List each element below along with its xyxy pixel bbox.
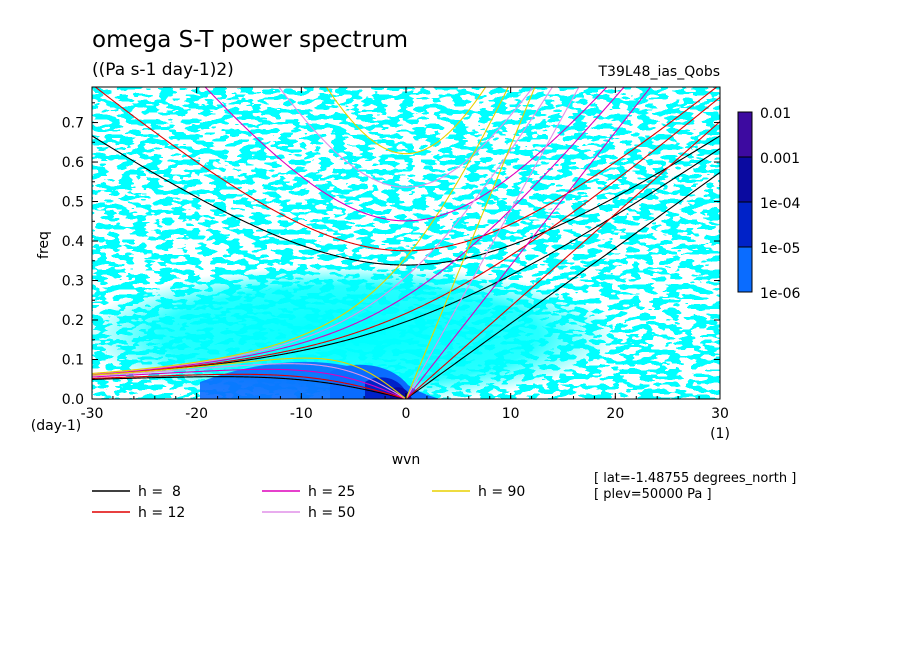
mrg-wave-curve bbox=[92, 87, 509, 375]
legend-label: h = 90 bbox=[478, 484, 525, 500]
colorbar-label: 1e-04 bbox=[760, 196, 800, 212]
x-tick-label: -10 bbox=[290, 406, 313, 422]
kelvin-wave-curve bbox=[405, 87, 536, 399]
kelvin-wave-curve bbox=[405, 87, 580, 399]
mrg-wave-curve bbox=[92, 87, 625, 375]
kelvin-wave-curve bbox=[405, 121, 720, 399]
inertio-gravity-wave-curve bbox=[94, 87, 718, 252]
x-tick-label: 0 bbox=[402, 406, 411, 422]
plev-info: [ plev=50000 Pa ] bbox=[594, 487, 712, 502]
latitude-info: [ lat=-1.48755 degrees_north ] bbox=[594, 471, 796, 486]
x-axis-label: wvn bbox=[392, 452, 421, 468]
x-tick-label: 10 bbox=[502, 406, 520, 422]
rossby-wave-curve bbox=[92, 363, 406, 399]
plot-area bbox=[92, 87, 720, 399]
rossby-wave-curve bbox=[92, 357, 406, 399]
colorbar-segment bbox=[737, 156, 753, 203]
inertio-gravity-wave-curve bbox=[92, 135, 720, 266]
legend-label: h = 50 bbox=[308, 505, 355, 521]
y-tick-label: 0.3 bbox=[62, 274, 84, 290]
x-tick-label: -30 bbox=[81, 406, 104, 422]
y-tick-label: 0.2 bbox=[62, 313, 84, 329]
legend-label: h = 8 bbox=[138, 484, 181, 500]
x-tick-label: -20 bbox=[185, 406, 208, 422]
y-axis: 0.0 0.1 0.2 0.3 0.4 0.5 0.6 0.7 bbox=[62, 102, 720, 408]
x-tick-label: 20 bbox=[606, 406, 624, 422]
colorbar-segment bbox=[737, 111, 753, 158]
rossby-wave-curve bbox=[92, 373, 406, 399]
power-region-low-freq bbox=[92, 265, 620, 399]
rossby-wave-curve bbox=[92, 376, 406, 399]
colorbar: 0.01 0.001 1e-04 1e-05 1e-06 bbox=[737, 106, 800, 302]
x-axis: -30 -20 -10 0 10 20 30 bbox=[81, 87, 729, 422]
kelvin-wave-curve bbox=[405, 172, 720, 399]
y-tick-label: 0.0 bbox=[62, 392, 84, 408]
x-tick-label: 30 bbox=[711, 406, 729, 422]
legend-label: h = 25 bbox=[308, 484, 355, 500]
colorbar-segment bbox=[737, 246, 753, 293]
colorbar-label: 0.001 bbox=[760, 151, 800, 167]
colorbar-label: 1e-06 bbox=[760, 286, 800, 302]
mrg-wave-curve bbox=[92, 96, 720, 376]
dispersion-curves bbox=[92, 87, 720, 399]
y-unit-label: (day-1) bbox=[31, 418, 81, 434]
y-tick-label: 0.5 bbox=[62, 195, 84, 211]
kelvin-wave-curve bbox=[405, 87, 652, 399]
chart-title: omega S-T power spectrum bbox=[92, 27, 408, 53]
mrg-wave-curve bbox=[92, 87, 554, 375]
legend: h = 8 h = 12 h = 25 h = 50 h = 90 bbox=[92, 484, 525, 521]
y-tick-label: 0.7 bbox=[62, 116, 84, 132]
y-tick-label: 0.1 bbox=[62, 353, 84, 369]
dataset-label: T39L48_ias_Qobs bbox=[597, 64, 720, 80]
inertio-gravity-wave-curve bbox=[325, 87, 487, 155]
y-tick-label: 0.4 bbox=[62, 234, 84, 250]
legend-label: h = 12 bbox=[138, 505, 185, 521]
rossby-wave-curve bbox=[92, 368, 406, 399]
colorbar-label: 1e-05 bbox=[760, 241, 800, 257]
colorbar-segment bbox=[737, 201, 753, 248]
y-tick-label: 0.6 bbox=[62, 155, 84, 171]
colorbar-label: 0.01 bbox=[760, 106, 791, 122]
inertio-gravity-wave-curve bbox=[204, 87, 608, 222]
inertio-gravity-wave-curve bbox=[278, 87, 534, 188]
x-unit-label: (1) bbox=[710, 426, 730, 442]
chart-subtitle: ((Pa s-1 day-1)2) bbox=[92, 60, 234, 80]
y-axis-label: freq bbox=[36, 231, 52, 259]
